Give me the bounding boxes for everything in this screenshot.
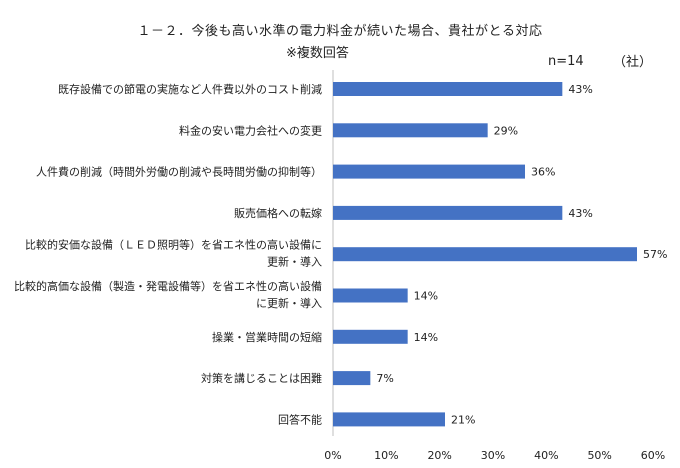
category-label: 操業・営業時間の短縮	[212, 330, 322, 344]
x-tick-label: 20%	[427, 449, 451, 462]
data-label: 7%	[376, 372, 393, 385]
x-tick-label: 30%	[481, 449, 505, 462]
category-label: 対策を講じることは困難	[201, 371, 322, 385]
data-label: 14%	[414, 290, 438, 303]
category-label: に更新・導入	[256, 296, 322, 310]
bar	[333, 329, 408, 344]
data-label: 36%	[531, 166, 555, 179]
category-label: 料金の安い電力会社への変更	[179, 123, 322, 137]
unit-note: （社）	[613, 55, 653, 70]
data-label: 29%	[494, 124, 518, 137]
data-label: 21%	[451, 413, 475, 426]
bar	[333, 288, 408, 303]
bar	[333, 412, 445, 427]
bar	[333, 164, 525, 179]
bar	[333, 247, 637, 262]
x-tick-label: 10%	[374, 449, 398, 462]
category-label: 比較的安価な設備（ＬＥＤ照明等）を省エネ性の高い設備に	[25, 238, 322, 252]
data-label: 43%	[568, 83, 592, 96]
chart-title: １－２．今後も高い水準の電力料金が続いた場合、貴社がとる対応	[137, 24, 543, 39]
category-label: 人件費の削減（時間外労働の削減や長時間労働の抑制等）	[36, 165, 322, 179]
category-label: 既存設備での節電の実施など人件費以外のコスト削減	[58, 82, 322, 96]
x-tick-label: 60%	[641, 449, 665, 462]
category-label: 更新・導入	[267, 255, 322, 269]
category-label: 販売価格への転嫁	[234, 206, 322, 220]
data-label: 14%	[414, 331, 438, 344]
category-label: 比較的高価な設備（製造・発電設備等）を省エネ性の高い設備	[14, 279, 322, 293]
data-label: 57%	[643, 248, 667, 261]
bar	[333, 82, 563, 96]
sample-size-note: n=14	[548, 54, 584, 69]
x-tick-label: 50%	[587, 449, 611, 462]
x-tick-label: 0%	[324, 449, 341, 462]
chart-subtitle: ※複数回答	[286, 46, 349, 61]
bar	[333, 205, 563, 220]
data-label: 43%	[568, 207, 592, 220]
category-label: 回答不能	[278, 412, 322, 426]
bar	[333, 371, 371, 386]
bar	[333, 123, 488, 138]
x-tick-label: 40%	[534, 449, 558, 462]
